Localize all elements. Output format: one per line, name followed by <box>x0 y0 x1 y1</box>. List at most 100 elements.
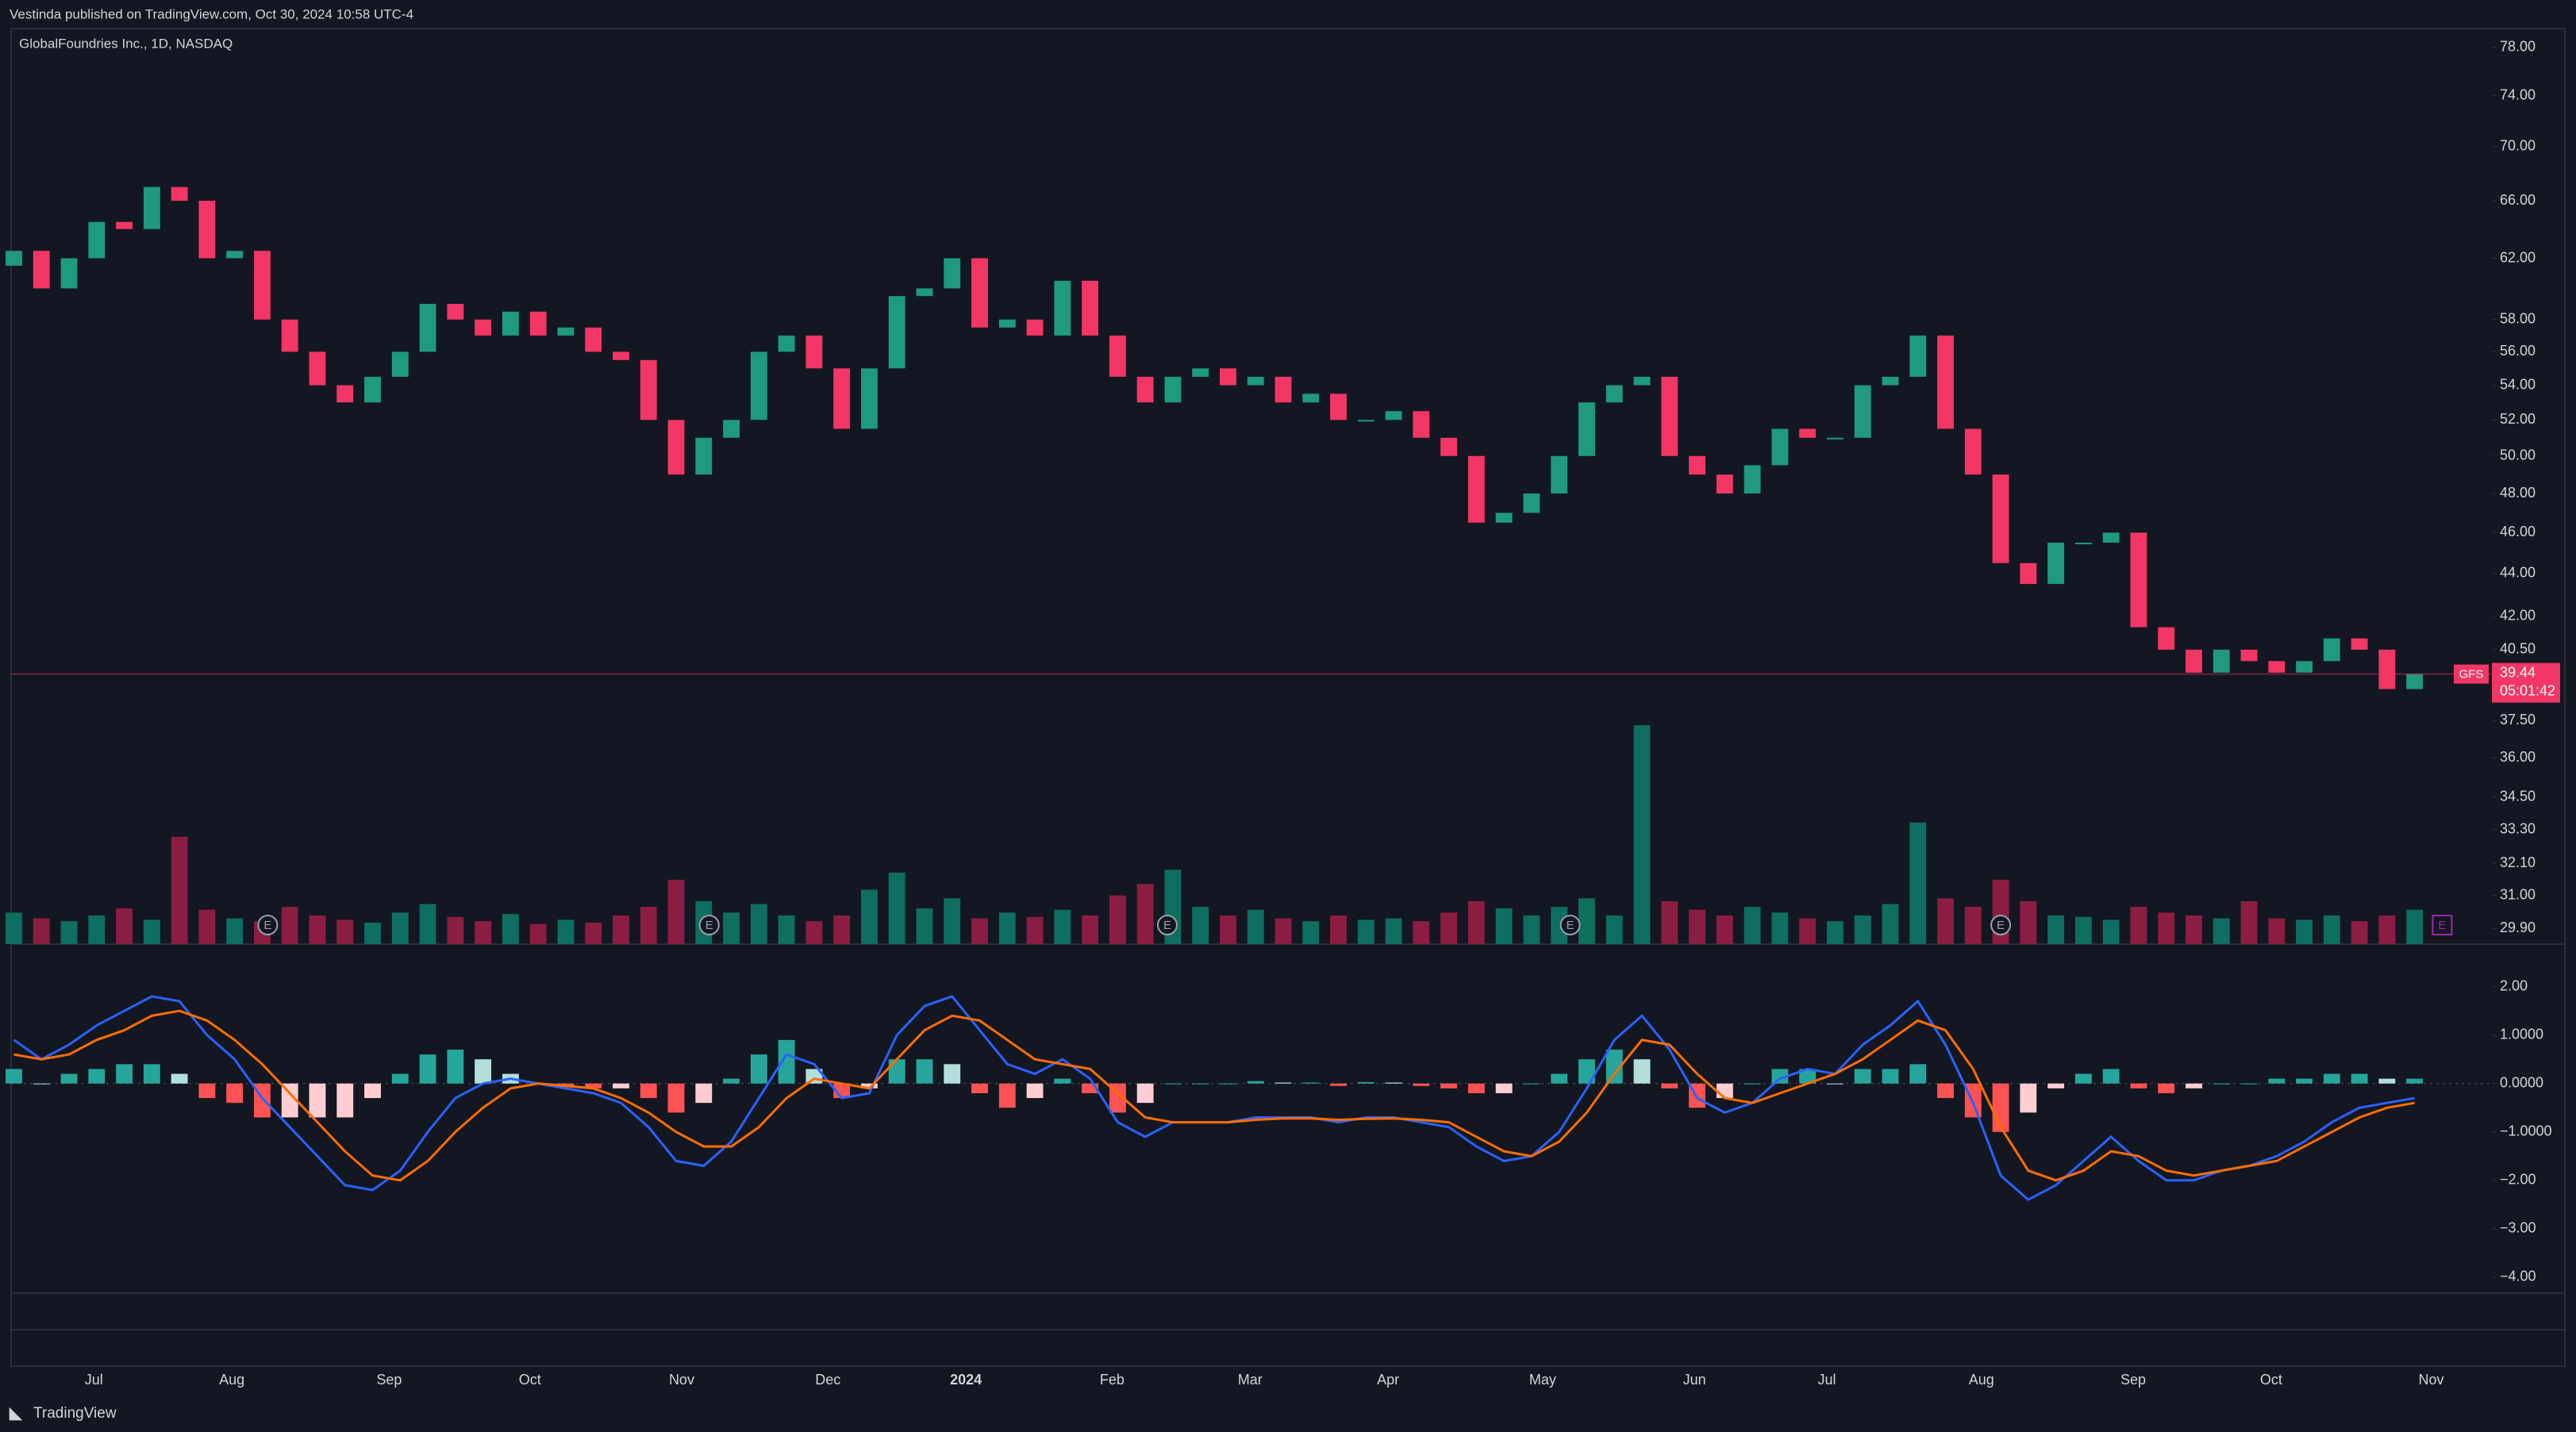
histogram-bar <box>2074 1073 2092 1084</box>
symbol-tag <box>2454 664 2489 684</box>
volume-bar <box>1799 918 1817 944</box>
candle-body <box>2213 649 2230 673</box>
histogram-bar <box>116 1064 133 1084</box>
y-tick-label: −1.0000 <box>2500 1123 2552 1139</box>
volume-bar <box>143 919 160 944</box>
y-tick-label: 46.00 <box>2500 524 2536 539</box>
volume-bar <box>1689 909 1705 944</box>
histogram-bar <box>364 1083 381 1099</box>
panel-border <box>10 28 2566 1367</box>
histogram-bar <box>2047 1083 2065 1088</box>
histogram-bar <box>1882 1069 1899 1084</box>
y-tick-label: 44.00 <box>2500 565 2536 581</box>
volume-bar <box>1330 915 1347 944</box>
candle-body <box>1220 368 1236 386</box>
volume-bar <box>1082 915 1099 944</box>
candle-body <box>1440 437 1458 456</box>
x-tick-label: May <box>1529 1372 1556 1388</box>
volume-bar <box>2351 921 2368 944</box>
candle-body <box>171 186 188 202</box>
volume-bar <box>502 914 519 944</box>
candle-body <box>33 251 50 289</box>
candle-body <box>529 311 547 336</box>
histogram-bar <box>475 1059 492 1084</box>
volume-bar <box>364 922 381 944</box>
volume-bar <box>1854 915 1871 944</box>
volume-bar <box>1136 884 1154 944</box>
symbol-tag-label: GFS <box>2459 668 2484 681</box>
histogram-bar <box>1744 1083 1761 1085</box>
y-tick-label: 33.30 <box>2500 820 2536 836</box>
histogram-bar <box>1330 1083 1347 1086</box>
histogram-bar <box>1220 1083 1236 1085</box>
candle-body <box>2240 649 2258 662</box>
histogram-bar <box>309 1083 326 1118</box>
candle-body <box>971 258 988 328</box>
candle-body <box>888 296 905 369</box>
y-tick-label: 58.00 <box>2500 311 2536 327</box>
candle-body <box>1330 394 1347 420</box>
volume-bar <box>888 872 905 944</box>
y-tick-label: −2.00 <box>2500 1172 2536 1188</box>
volume-bar <box>1633 725 1651 944</box>
candle-body <box>1882 376 1899 386</box>
histogram-bar <box>419 1054 436 1084</box>
volume-bar <box>1882 904 1899 944</box>
candle-body <box>1026 319 1044 336</box>
volume-bar <box>557 919 575 944</box>
volume-bar <box>1302 921 1320 944</box>
price-tag <box>2492 662 2560 703</box>
candle-body <box>1495 513 1513 523</box>
earnings-marker <box>1156 915 1178 935</box>
volume-bar <box>2240 900 2258 944</box>
candle-body <box>2186 649 2202 673</box>
volume-bar <box>860 889 878 944</box>
y-tick-label: 1.0000 <box>2500 1026 2543 1042</box>
volume-bar <box>198 909 216 944</box>
earnings-marker <box>2432 915 2453 935</box>
histogram-bar <box>750 1054 767 1084</box>
candle-body <box>1357 420 1375 422</box>
histogram-bar <box>2158 1083 2175 1093</box>
histogram-bar <box>2240 1083 2258 1085</box>
x-tick-label: Sep <box>376 1372 402 1388</box>
x-tick-label: Jun <box>1683 1372 1706 1388</box>
histogram-bar <box>723 1078 740 1084</box>
volume-bar <box>116 908 133 944</box>
histogram-bar <box>916 1059 933 1084</box>
volume-bar <box>1220 915 1236 944</box>
volume-bar <box>281 907 298 944</box>
signal-line <box>13 1009 2415 1182</box>
candle-body <box>1605 385 1623 403</box>
y-tick-label: 54.00 <box>2500 376 2536 392</box>
volume-bar <box>2296 919 2313 944</box>
volume-bar <box>723 912 740 944</box>
candle-body <box>860 368 878 429</box>
volume-bar <box>667 879 685 944</box>
volume-bar <box>1771 912 1789 944</box>
y-tick-label: 31.00 <box>2500 886 2536 902</box>
histogram-bar <box>1467 1083 1485 1093</box>
candle-body <box>1744 465 1761 494</box>
histogram-bar <box>1937 1083 1954 1099</box>
candle-body <box>1302 394 1320 403</box>
volume-bar <box>171 836 188 944</box>
candle-body <box>1992 474 2009 563</box>
candle-body <box>2158 627 2175 650</box>
candle-body <box>1164 376 1182 403</box>
y-tick-label: 66.00 <box>2500 192 2536 208</box>
earnings-label: E <box>1997 919 2005 932</box>
histogram-bar <box>1164 1083 1182 1085</box>
candle-body <box>226 251 244 259</box>
histogram-bar <box>944 1064 961 1084</box>
earnings-label: E <box>2438 919 2446 932</box>
volume-bar <box>971 918 988 944</box>
candle-body <box>1909 335 1927 377</box>
histogram-bar <box>585 1083 602 1088</box>
y-tick-label: 36.00 <box>2500 749 2536 765</box>
candle-body <box>419 303 436 352</box>
volume-bar <box>1357 919 1375 944</box>
candle-body <box>723 420 740 438</box>
x-tick-label: Nov <box>2418 1372 2443 1388</box>
histogram-bar <box>640 1083 657 1099</box>
